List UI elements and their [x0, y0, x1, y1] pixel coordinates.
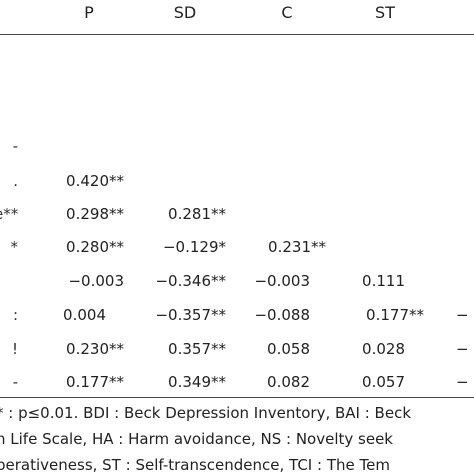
- table-cell: −0.346**: [155, 272, 226, 290]
- table-cell: 0.058: [267, 340, 310, 358]
- row-label: -: [12, 137, 18, 155]
- table-cell: −0.003: [254, 272, 310, 290]
- table-cell-clipped: −: [456, 373, 469, 391]
- table-cell: 0.082: [267, 373, 310, 391]
- row-label: e**: [0, 205, 19, 223]
- table-cell-clipped: −: [456, 340, 469, 358]
- table-cell: 0.177**: [66, 373, 124, 391]
- table-cell: 0.177**: [366, 306, 424, 324]
- table-cell: −0.357**: [155, 306, 226, 324]
- row-label: .: [13, 172, 18, 190]
- table-cell: 0.231**: [268, 238, 326, 256]
- footnote-line: perativeness, ST : Self-transcendence, T…: [0, 456, 390, 474]
- bottom-rule: [0, 397, 474, 398]
- table-cell: 0.028: [362, 340, 405, 358]
- footnote-line: * : p≤0.01. BDI : Beck Depression Invent…: [0, 404, 412, 422]
- column-header-p: P: [84, 3, 94, 22]
- table-cell-clipped: −: [456, 306, 469, 324]
- table-cell: 0.420**: [66, 172, 124, 190]
- row-label: :: [12, 306, 18, 324]
- column-header-st: ST: [375, 3, 395, 22]
- row-label: -: [12, 373, 18, 391]
- row-label: *: [10, 238, 19, 256]
- table-cell: 0.280**: [66, 238, 124, 256]
- table-cell: −0.129*: [162, 238, 226, 256]
- row-label: !: [11, 340, 18, 358]
- table-cell: −0.088: [254, 306, 310, 324]
- table-cell: 0.281**: [168, 205, 226, 223]
- column-header-c: C: [281, 3, 293, 22]
- table-cell: 0.298**: [66, 205, 124, 223]
- table-cell: 0.004: [63, 306, 106, 324]
- footnote-line: h Life Scale, HA : Harm avoidance, NS : …: [0, 430, 393, 448]
- table-cell: 0.057: [362, 373, 405, 391]
- table-cell: −0.003: [68, 272, 124, 290]
- table-cell: 0.357**: [168, 340, 226, 358]
- table-cell: 0.349**: [168, 373, 226, 391]
- table-cell: 0.111: [362, 272, 405, 290]
- column-header-sd: SD: [173, 3, 197, 22]
- table-cell: 0.230**: [66, 340, 124, 358]
- header-rule: [0, 34, 474, 35]
